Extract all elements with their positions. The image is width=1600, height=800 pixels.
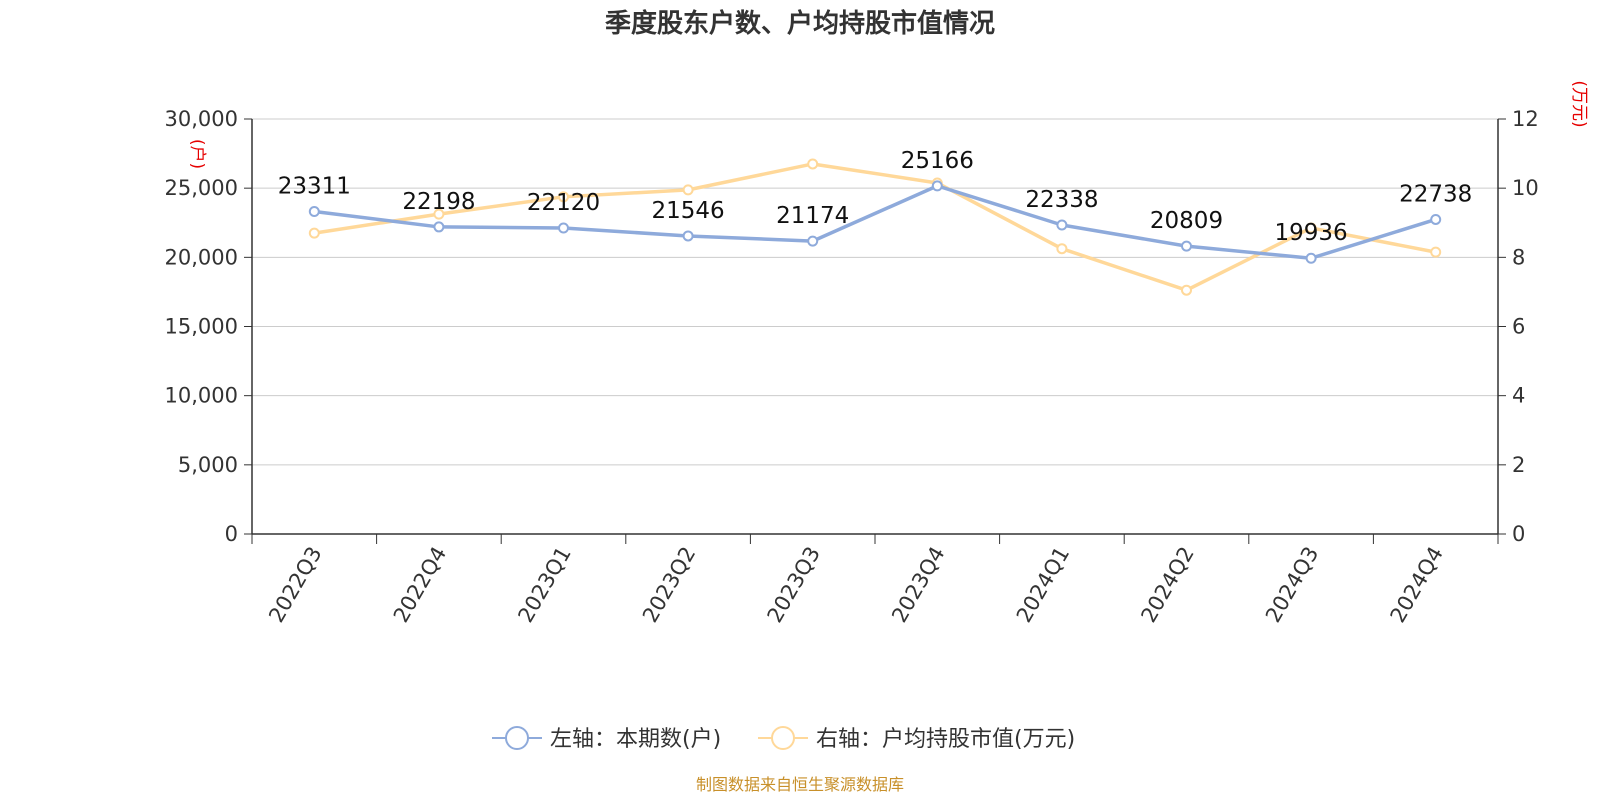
left-series-point (1430, 213, 1442, 225)
left-series-point (433, 221, 445, 233)
legend[interactable]: 左轴：本期数(户) 右轴：户均持股市值(万元) (492, 726, 1075, 752)
left-axis-tick-label: 20,000 (165, 245, 238, 269)
left-axis-tick-label: 25,000 (165, 176, 238, 200)
data-label: 22120 (527, 190, 600, 216)
right-axis-tick-label: 0 (1512, 522, 1525, 546)
legend-label: 右轴：户均持股市值(万元) (816, 727, 1075, 752)
right-axis-tick-label: 4 (1512, 384, 1525, 408)
axes: 0 5,000 10,000 15,000 20,000 25,000 30,000 0 2 4 6… (165, 80, 1589, 626)
right-axis-tick-label: 2 (1512, 453, 1525, 477)
left-series-line (314, 184, 1437, 260)
left-series-point (807, 235, 819, 247)
source-note: 制图数据来自恒生聚源数据库 (696, 775, 904, 794)
series-layer (308, 158, 1442, 296)
right-axis-unit: (万元) (1569, 80, 1589, 127)
x-axis-tick-label: 2023Q2 (638, 543, 700, 627)
data-label: 22738 (1399, 181, 1472, 207)
left-axis-tick-label: 10,000 (165, 384, 238, 408)
x-axis-tick-label: 2024Q1 (1012, 543, 1074, 627)
right-series-point (682, 184, 694, 196)
x-axis-tick-label: 2023Q4 (887, 543, 949, 627)
left-series-point (1181, 240, 1192, 252)
x-axis-tick-label: 2022Q4 (389, 543, 451, 627)
right-axis-tick-label: 12 (1512, 107, 1539, 131)
right-series-point (1430, 246, 1442, 258)
left-axis-tick-label: 15,000 (165, 315, 238, 339)
right-axis-tick-label: 8 (1512, 245, 1525, 269)
left-series-point (308, 206, 320, 218)
left-series-point (1305, 252, 1317, 264)
right-series-point (807, 158, 819, 170)
left-series-point (931, 180, 943, 192)
left-axis-tick-label: 30,000 (165, 107, 238, 131)
data-label: 21174 (776, 203, 849, 229)
x-axis-tick-label: 2024Q4 (1386, 543, 1448, 627)
legend-item-right[interactable]: 右轴：户均持股市值(万元) (758, 726, 1075, 752)
data-label: 22198 (402, 189, 475, 215)
legend-marker (505, 726, 529, 750)
x-axis-tick-label: 2023Q1 (513, 543, 575, 627)
left-series-point (558, 222, 569, 234)
x-axis-tick-label: 2023Q3 (763, 543, 825, 627)
legend-label: 左轴：本期数(户) (550, 727, 721, 752)
data-label: 20809 (1150, 208, 1223, 234)
chart-title: 季度股东户数、户均持股市值情况 (605, 8, 995, 39)
x-axis-tick-label: 2024Q3 (1261, 543, 1323, 627)
left-series-point (682, 230, 694, 242)
data-label: 21546 (652, 198, 725, 224)
right-series-point (1056, 243, 1068, 255)
left-axis-tick-label: 0 (225, 522, 238, 546)
right-series-point (558, 191, 569, 203)
right-series-point (433, 208, 445, 220)
right-series-point (308, 227, 320, 239)
legend-marker (771, 726, 795, 750)
data-label: 25166 (901, 148, 974, 174)
data-label: 22338 (1025, 187, 1098, 213)
right-axis-tick-label: 6 (1512, 315, 1525, 339)
data-label: 19936 (1275, 220, 1348, 246)
right-axis-tick-label: 10 (1512, 176, 1539, 200)
left-axis-unit: (户) (187, 139, 207, 169)
left-axis-tick-label: 5,000 (178, 453, 238, 477)
right-series-point (1181, 284, 1192, 296)
right-series-line (314, 162, 1437, 292)
grid-lines (252, 118, 1498, 466)
left-series-point (1056, 219, 1068, 231)
legend-item-left[interactable]: 左轴：本期数(户) (492, 726, 721, 752)
right-series-point (1305, 222, 1317, 234)
x-axis-tick-label: 2022Q3 (264, 543, 326, 627)
data-label: 23311 (278, 174, 351, 200)
x-axis-tick-label: 2024Q2 (1136, 543, 1198, 627)
data-labels: 23311 22198 22120 21546 21174 25166 22338 20809… (278, 148, 1473, 246)
